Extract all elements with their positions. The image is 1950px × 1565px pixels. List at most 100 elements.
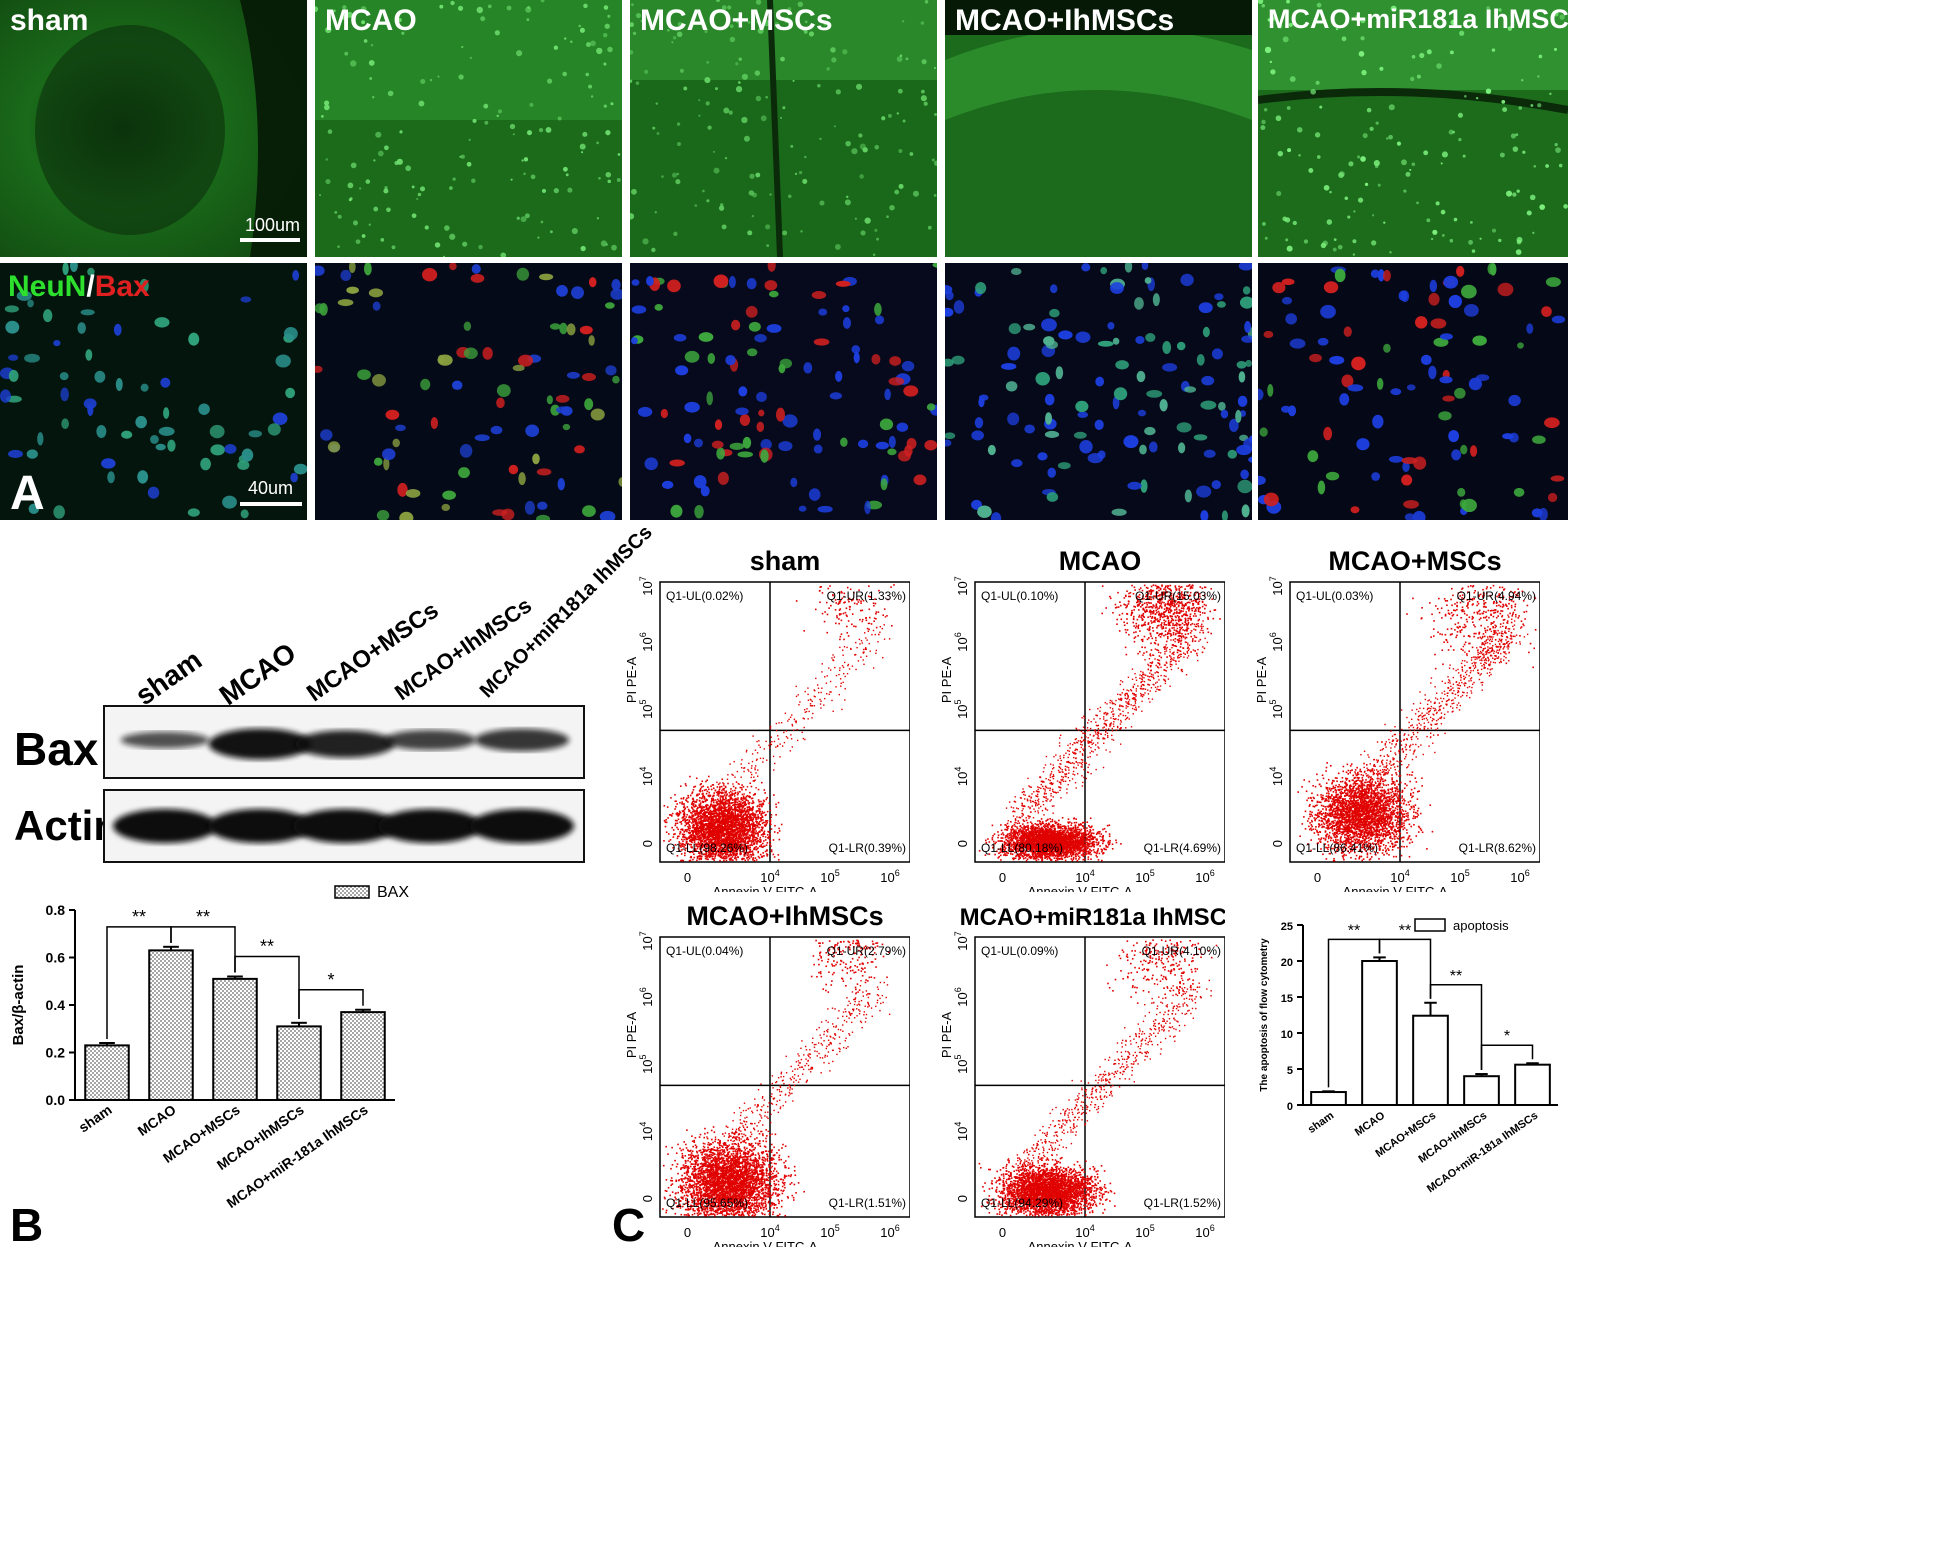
events (1297, 584, 1537, 862)
quadrant-label-lr: Q1-LR(1.51%) (829, 1196, 906, 1210)
y-tick-label: 107 (953, 931, 970, 950)
significance-bracket (1378, 938, 1432, 999)
legend: apoptosis (1414, 918, 1509, 933)
y-tick-label: 104 (638, 767, 655, 786)
micro-top-sham (0, 0, 307, 257)
x-tick-label: 0 (684, 1225, 691, 1240)
legend-label: apoptosis (1453, 918, 1509, 933)
x-tick-label: 106 (880, 1223, 899, 1240)
y-tick-label: 107 (953, 576, 970, 595)
scale-label-bottom: 40um (248, 478, 293, 499)
legend-label: BAX (377, 884, 409, 901)
bar (212, 977, 258, 1101)
y-tick-label: 0.2 (46, 1045, 66, 1061)
micro-bottom-mcao (315, 263, 622, 520)
quadrant-label-ul: Q1-UL(0.04%) (666, 944, 743, 958)
y-tick-label: 105 (953, 1054, 970, 1073)
flow-plot-title: MCAO+IhMSCs (686, 901, 883, 931)
y-tick-label: 0.4 (46, 997, 66, 1013)
stain-neun: NeuN (8, 270, 86, 303)
x-tick-label: 105 (820, 868, 839, 885)
x-tick-label: 104 (760, 868, 779, 885)
y-tick-label: 106 (638, 987, 655, 1006)
y-tick-label: 106 (638, 632, 655, 651)
plot-frame (659, 581, 910, 863)
y-tick-label: 105 (953, 699, 970, 718)
y-tick-label: 0.0 (46, 1092, 66, 1108)
scale-bar-top (240, 238, 300, 242)
stain-bax: Bax (95, 270, 150, 303)
y-tick-label: 0 (640, 840, 655, 847)
chart-apoptosis: 0 5 10 15 20 25 The apoptosis of flow cytometr… (1259, 918, 1558, 1195)
flow-plot-title: MCAO+MSCs (1328, 546, 1501, 576)
significance-bracket (234, 955, 300, 1019)
y-tick-label: 10 (1281, 1029, 1293, 1041)
y-axis-label: The apoptosis of flow cytometry (1259, 938, 1270, 1092)
x-tick-label: 106 (1510, 868, 1529, 885)
y-tick-label: 20 (1281, 957, 1293, 969)
events (663, 584, 895, 862)
flow-plot: MCAO+miR181a IhMSCs Q1-UL(0.09%) Q1-UR(4.1… (939, 904, 1225, 1247)
panel-letter-b: B (10, 1198, 43, 1252)
x-tick-label: 104 (1390, 868, 1409, 885)
plot-frame (974, 936, 1225, 1218)
scale-label-top: 100um (245, 215, 300, 236)
actin-band (378, 809, 482, 843)
x-tick-label: 104 (760, 1223, 779, 1240)
x-axis-label: Annexin V FITC-A (1028, 884, 1133, 892)
y-tick-label: 106 (1268, 632, 1285, 651)
x-axis-label: Annexin V FITC-A (1028, 1239, 1133, 1247)
significance-label: ** (1450, 968, 1462, 985)
y-tick-label: 5 (1287, 1065, 1293, 1077)
x-tick-label: 0 (684, 870, 691, 885)
y-tick-label: 0.6 (46, 950, 66, 966)
y-axis-label: PI PE-A (939, 657, 954, 704)
quadrant-label-ll: Q1-LL(86.41%) (1296, 841, 1378, 855)
group-label-mcao-mir181a: MCAO+miR181a IhMSCs (1268, 4, 1584, 35)
x-tick-label: 105 (1135, 868, 1154, 885)
plot-frame (974, 581, 1225, 863)
flow-plot: MCAO+IhMSCs Q1-UL(0.04%) Q1-UR(2.79%) Q1-LL… (624, 901, 910, 1247)
quadrant-label-ll: Q1-LL(98.26%) (666, 841, 748, 855)
significance-bracket (170, 926, 236, 973)
scale-bar-bottom (240, 502, 302, 506)
flow-plot-title: MCAO (1059, 546, 1142, 576)
x-tick-label: sham (76, 1101, 115, 1135)
micro-top-mcao (315, 0, 622, 257)
quadrant-label-ur: Q1-UR(15.03%) (1135, 589, 1221, 603)
x-tick-label: 0 (999, 870, 1006, 885)
y-tick-label: 0.8 (46, 902, 66, 918)
legend-swatch (1414, 918, 1446, 932)
stain-legend: NeuN/Bax (8, 270, 150, 304)
micro-top-mcao-ihmscs (945, 0, 1252, 257)
y-tick-label: 104 (638, 1122, 655, 1141)
micro-bottom-sham (0, 263, 307, 520)
y-axis-label: Bax/β-actin (10, 965, 27, 1046)
blot-label-bax: Bax (14, 722, 98, 776)
significance-label: ** (1399, 922, 1411, 939)
quadrant-label-ul: Q1-UL(0.02%) (666, 589, 743, 603)
group-label-mcao-mscs: MCAO+MSCs (640, 4, 833, 38)
y-tick-label: 105 (638, 699, 655, 718)
bar (1412, 1014, 1449, 1106)
flow-plot: sham Q1-UL(0.02%) Q1-UR(1.33%) Q1-LL(98.26%… (624, 546, 910, 892)
bar (148, 949, 194, 1101)
significance-label: ** (1348, 922, 1360, 939)
y-tick-label: 105 (1268, 699, 1285, 718)
y-axis-label: PI PE-A (1254, 657, 1269, 704)
x-tick-label: 106 (880, 868, 899, 885)
x-axis-label: Annexin V FITC-A (713, 1239, 818, 1247)
significance-label: * (1504, 1028, 1510, 1045)
quadrant-label-ul: Q1-UL(0.09%) (981, 944, 1058, 958)
quadrant-label-ll: Q1-LL(80.18%) (981, 841, 1063, 855)
y-tick-label: 0 (1287, 1101, 1293, 1113)
x-tick-label: sham (1306, 1110, 1337, 1136)
actin-band (208, 809, 312, 843)
y-tick-label: 25 (1281, 921, 1293, 933)
quadrant-label-ul: Q1-UL(0.03%) (1296, 589, 1373, 603)
events (978, 584, 1221, 862)
quadrant-label-ur: Q1-UR(1.33%) (827, 589, 906, 603)
micro-bottom-mcao-ihmscs (945, 263, 1252, 520)
